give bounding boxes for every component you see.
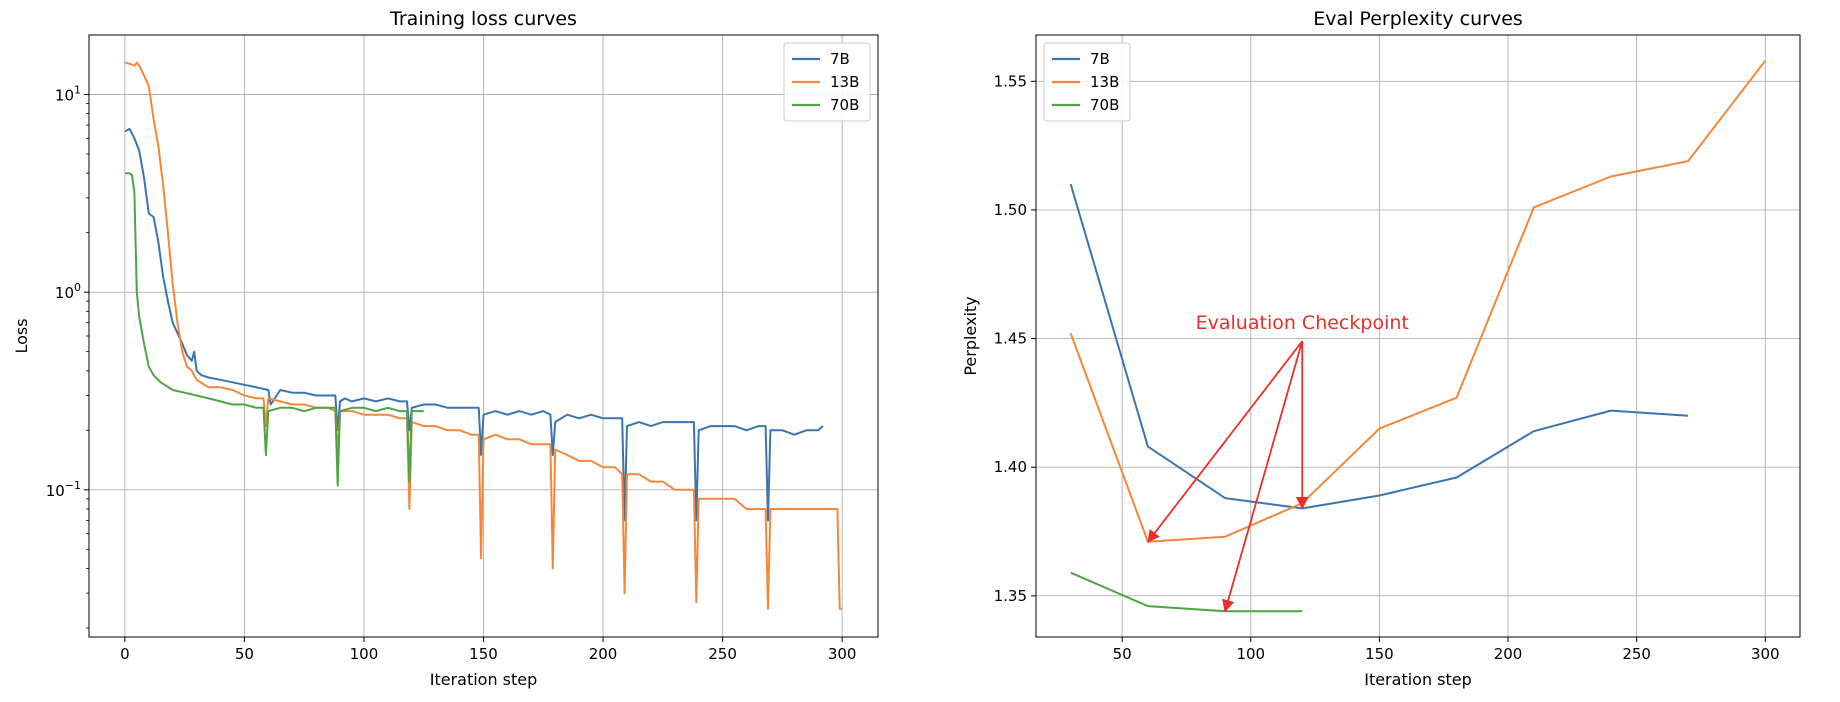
legend-label-70b: 70B	[1090, 96, 1119, 114]
y-tick-label: 1.50	[994, 201, 1027, 219]
series-line-70b	[124, 172, 424, 487]
y-tick-label: 1.55	[994, 72, 1027, 90]
x-tick-label: 50	[1113, 645, 1132, 663]
x-axis-label: Iteration step	[430, 670, 538, 689]
y-tick-label: 10−1	[46, 479, 81, 500]
y-tick-label: 1.35	[994, 587, 1027, 605]
legend-label-7b: 7B	[1090, 50, 1110, 68]
x-tick-label: 100	[1236, 645, 1265, 663]
x-tick-label: 150	[469, 645, 498, 663]
x-tick-label: 250	[708, 645, 737, 663]
y-axis-label: Perplexity	[961, 296, 980, 375]
x-axis-label: Iteration step	[1364, 670, 1472, 689]
x-tick-label: 200	[589, 645, 618, 663]
eval-perplexity-panel: 50 100 150 200 250 300 1.35 1.40 1.45 1.50 1.55 Eva…	[961, 8, 1801, 689]
series-line-13b	[1069, 60, 1767, 543]
y-axis-label: Loss	[12, 318, 31, 353]
legend-box	[1043, 42, 1131, 122]
x-tick-label: 50	[235, 645, 254, 663]
chart-title: Training loss curves	[389, 8, 577, 30]
series-line-13b	[124, 61, 843, 610]
series-line-70b	[1070, 571, 1303, 613]
plot-frame	[1035, 34, 1801, 638]
legend-label-13b: 13B	[1090, 73, 1119, 91]
legend-box	[783, 42, 871, 122]
y-tick-label: 1.45	[994, 330, 1027, 348]
x-tick-label: 150	[1365, 645, 1394, 663]
chart-title: Eval Perplexity curves	[1313, 8, 1523, 30]
annotation-arrow	[1222, 340, 1304, 613]
y-tick-label: 101	[55, 83, 81, 104]
y-tick-label: 100	[55, 281, 81, 302]
y-tick-label: 1.40	[994, 458, 1027, 476]
annotation-arrow	[1147, 340, 1303, 543]
x-tick-label: 200	[1494, 645, 1523, 663]
x-tick-label: 100	[350, 645, 379, 663]
series-line-7b	[1069, 183, 1689, 510]
x-tick-label: 250	[1622, 645, 1651, 663]
annotation-text: Evaluation Checkpoint	[1196, 312, 1409, 334]
training-loss-panel: 0 50 100 150 200 250 300 101 100 10−1 Training los…	[12, 8, 879, 689]
legend: 7B 13B 70B	[1043, 42, 1131, 122]
x-tick-label: 300	[1751, 645, 1780, 663]
x-tick-label: 300	[828, 645, 857, 663]
series-line-7b	[124, 127, 824, 522]
legend: 7B 13B 70B	[783, 42, 871, 122]
legend-label-7b: 7B	[830, 50, 850, 68]
x-tick-label: 0	[120, 645, 130, 663]
legend-label-70b: 70B	[830, 96, 859, 114]
legend-label-13b: 13B	[830, 73, 859, 91]
